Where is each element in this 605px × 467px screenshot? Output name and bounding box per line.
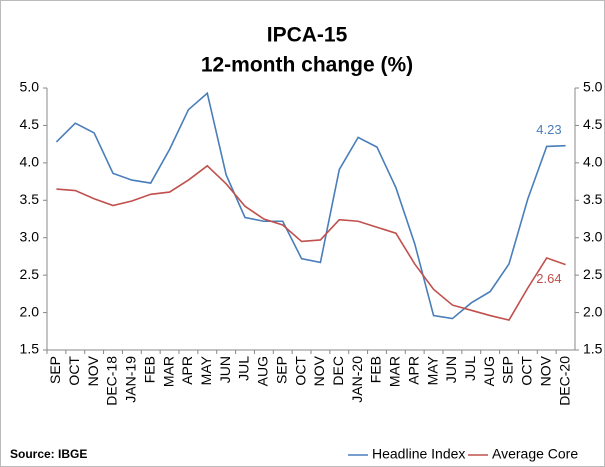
y2-tick-label: 5.0 xyxy=(583,79,603,95)
x-tick-label: NOV xyxy=(311,355,327,386)
x-tick-label: MAR xyxy=(387,356,403,387)
y2-tick-label: 2.0 xyxy=(583,303,603,319)
y-tick-label: 4.0 xyxy=(20,154,40,170)
y-tick-label: 5.0 xyxy=(20,79,40,95)
y2-tick-label: 3.0 xyxy=(583,228,603,244)
x-tick-label: SEP xyxy=(500,356,516,384)
y-tick-label: 3.0 xyxy=(20,228,40,244)
line-series xyxy=(55,91,566,320)
x-tick-label: JAN-20 xyxy=(349,356,365,403)
y-tick-label: 4.5 xyxy=(20,116,40,132)
x-tick-label: OCT xyxy=(292,356,308,386)
x-tick-label: OCT xyxy=(66,356,82,386)
source: Source: IBGE xyxy=(10,447,87,461)
x-tick-label: OCT xyxy=(519,356,535,386)
legend-label: Headline Index xyxy=(372,446,465,462)
chart-subtitle: 12-month change (%) xyxy=(201,54,413,77)
x-tick-label: AUG xyxy=(481,356,497,386)
x-tick-label: NOV xyxy=(85,355,101,386)
x-tick-label: JUN xyxy=(443,356,459,383)
x-tick-label: SEP xyxy=(47,356,63,384)
x-tick-label: SEP xyxy=(273,356,289,384)
y-tick-label: 1.5 xyxy=(20,341,40,357)
x-tick-label: JAN-19 xyxy=(123,356,139,403)
y2-tick-label: 1.5 xyxy=(583,341,603,357)
x-tick-label: DEC-18 xyxy=(104,356,120,406)
y2-tick-label: 4.0 xyxy=(583,154,603,170)
x-tick-label: DEC xyxy=(330,356,346,386)
y2-tick-label: 4.5 xyxy=(583,116,603,132)
x-tick-label: MAY xyxy=(424,355,440,385)
line-series xyxy=(56,164,566,321)
y-tick-label: 2.0 xyxy=(20,303,40,319)
y-tick-label: 2.5 xyxy=(20,266,40,282)
x-tick-label: FEB xyxy=(368,356,384,383)
x-tick-label: NOV xyxy=(537,355,553,386)
chart-title: IPCA-15 xyxy=(267,24,348,47)
value-label: 4.23 xyxy=(536,122,561,137)
x-tick-label: APR xyxy=(179,356,195,385)
x-tick-label: DEC-20 xyxy=(556,356,572,406)
y2-tick-label: 2.5 xyxy=(583,266,603,282)
x-tick-label: JUL xyxy=(462,356,478,381)
y2-tick-label: 3.5 xyxy=(583,191,603,207)
x-tick-label: APR xyxy=(405,356,421,385)
value-label: 2.64 xyxy=(536,271,561,286)
x-tick-label: FEB xyxy=(141,356,157,383)
x-tick-label: JUL xyxy=(236,356,252,381)
x-tick-label: JUN xyxy=(217,356,233,383)
legend-label: Average Core xyxy=(492,446,578,462)
x-tick-label: MAR xyxy=(160,356,176,387)
y-tick-label: 3.5 xyxy=(20,191,40,207)
x-tick-label: AUG xyxy=(255,356,271,386)
x-tick-label: MAY xyxy=(198,355,214,385)
